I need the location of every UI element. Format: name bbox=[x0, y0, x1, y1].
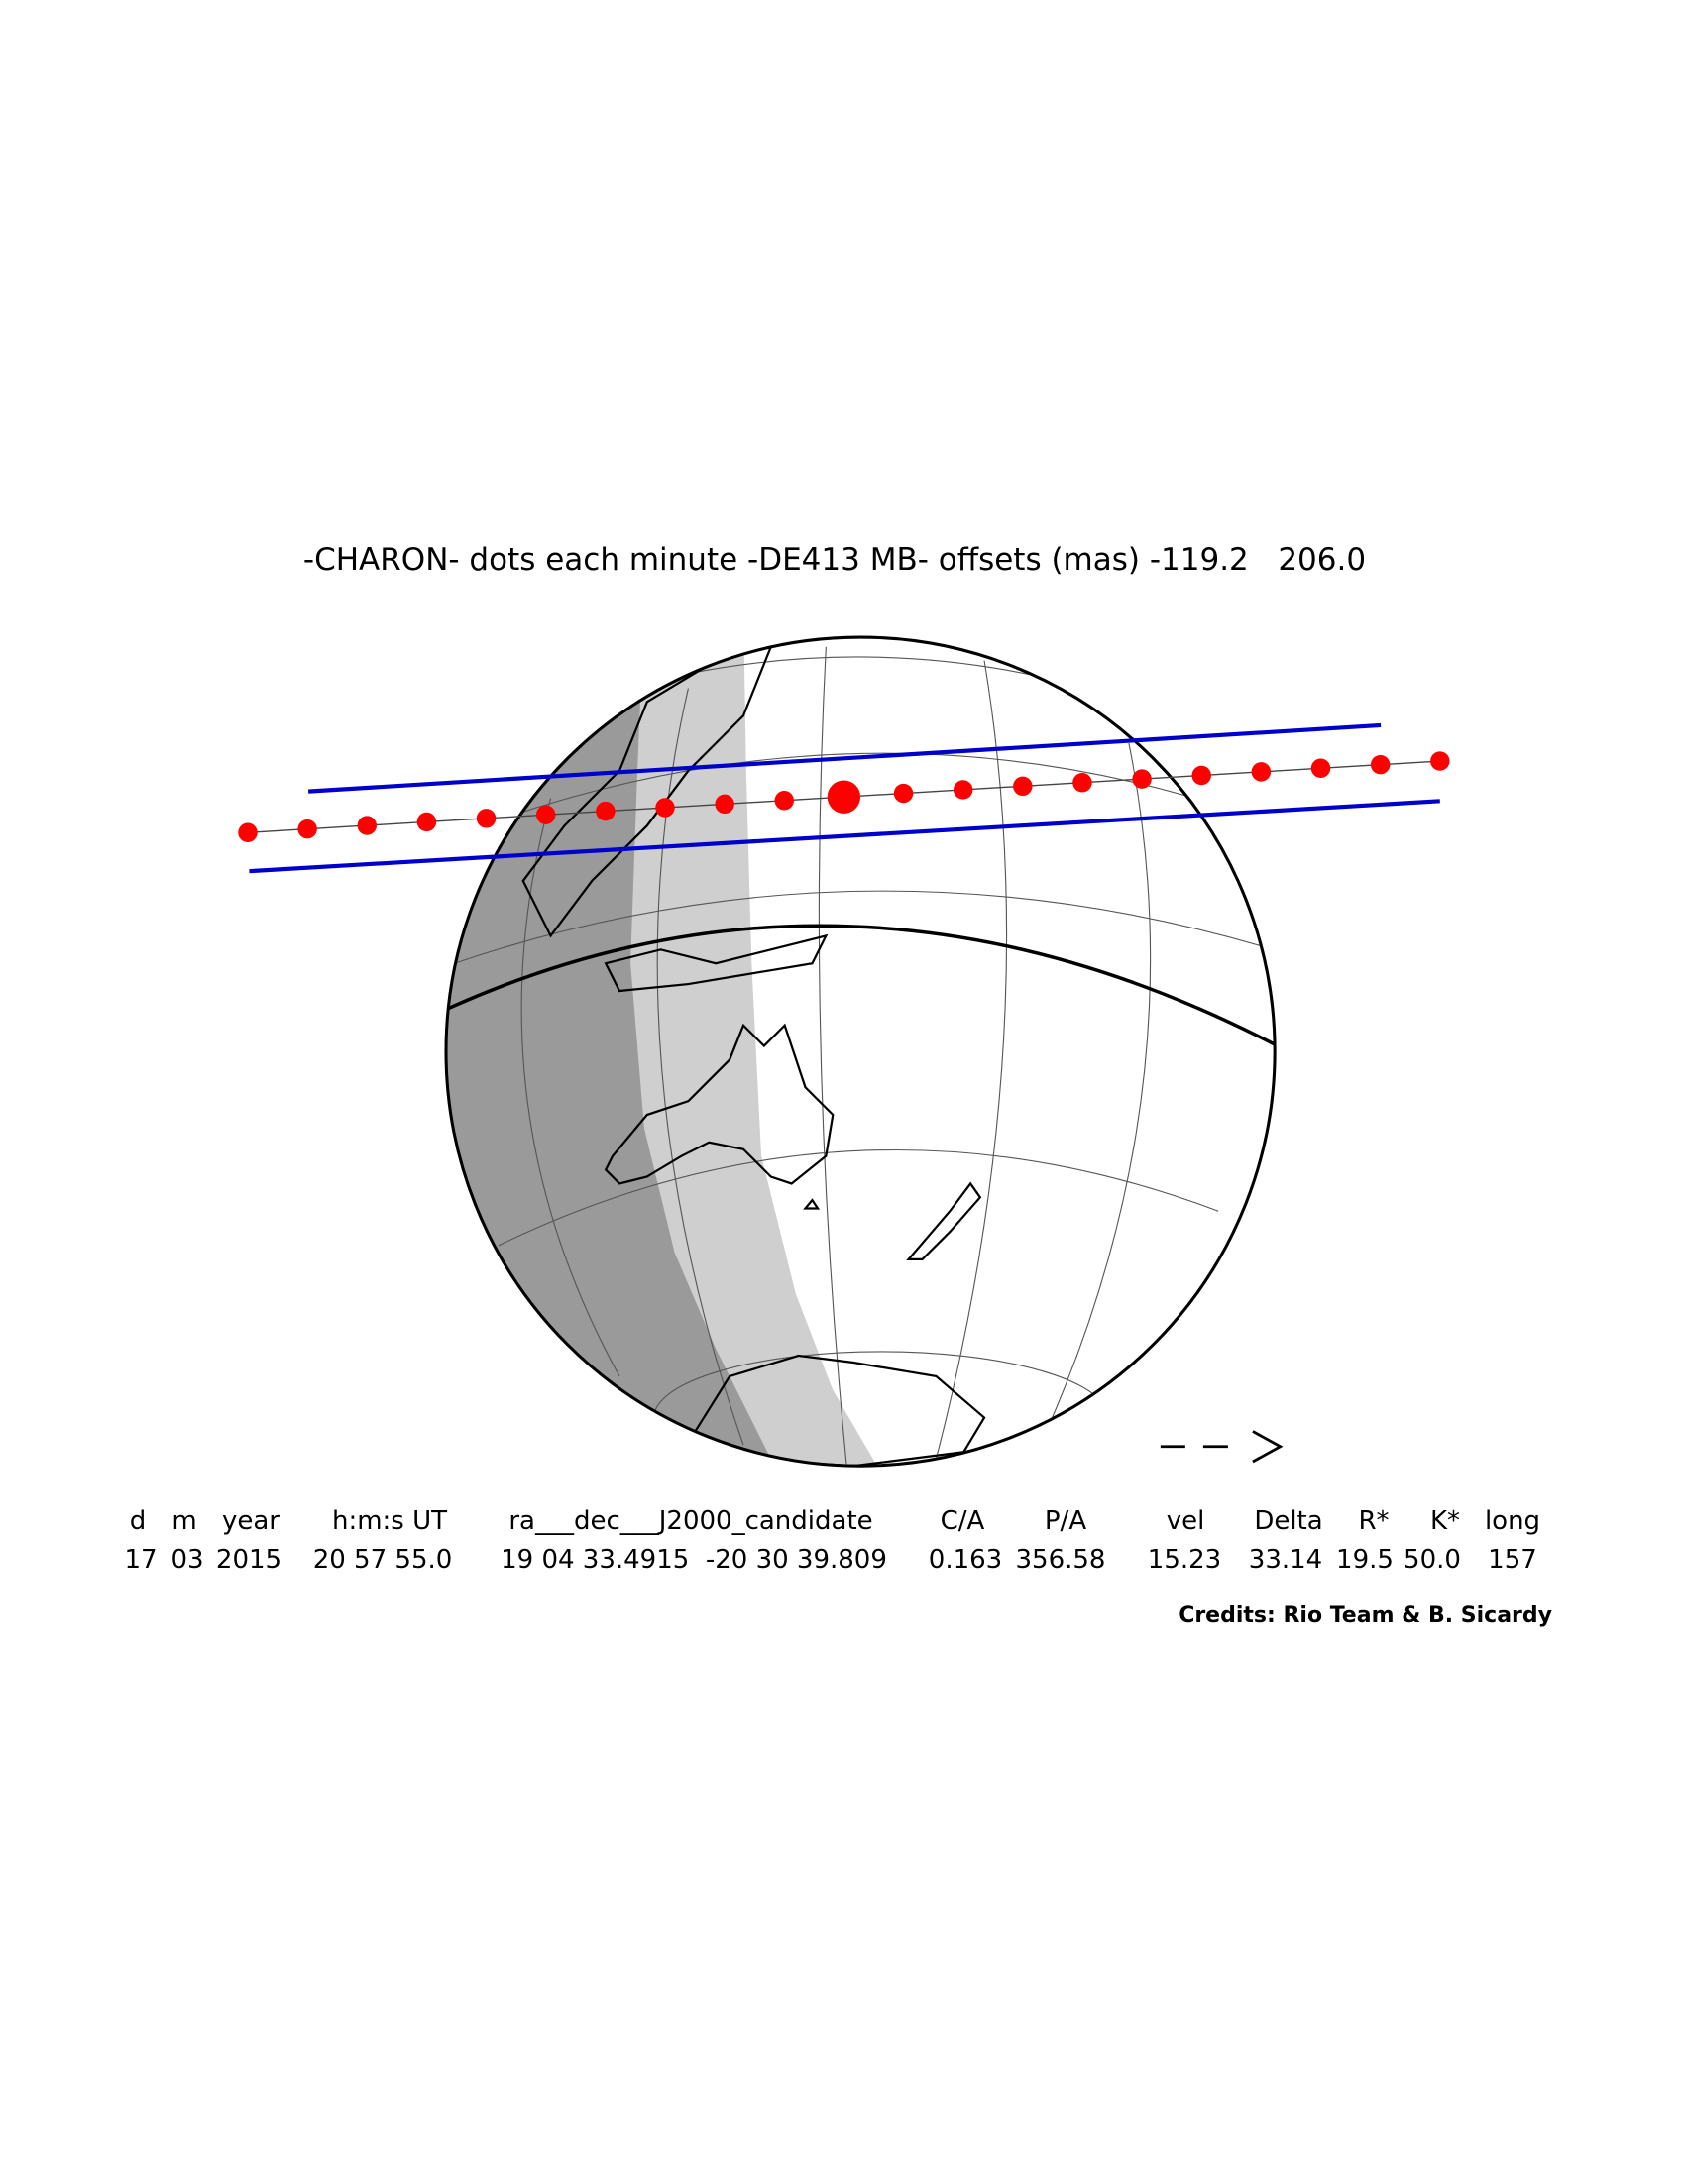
table-value: 33.14 bbox=[1249, 1545, 1322, 1575]
table-header: C/A bbox=[941, 1506, 985, 1536]
table-header: ra___dec___J2000_candidate bbox=[508, 1506, 872, 1536]
table-value: 157 bbox=[1488, 1545, 1537, 1575]
table-value: 0.163 bbox=[929, 1545, 1002, 1575]
path-dot bbox=[774, 791, 794, 811]
table-header: d bbox=[130, 1506, 147, 1536]
path-dot bbox=[297, 819, 317, 839]
path-dot bbox=[1310, 758, 1331, 779]
path-dot bbox=[535, 805, 556, 824]
central-dot bbox=[827, 780, 861, 814]
table-header: R* bbox=[1358, 1506, 1389, 1536]
path-dot bbox=[1072, 773, 1092, 793]
table-header: K* bbox=[1430, 1506, 1460, 1536]
table-header: Delta bbox=[1254, 1506, 1322, 1536]
table-header: long bbox=[1485, 1506, 1540, 1536]
path-dot bbox=[1430, 751, 1450, 771]
path-dot bbox=[476, 809, 497, 828]
path-dot bbox=[1251, 762, 1272, 782]
path-dot bbox=[357, 816, 378, 835]
path-dot bbox=[893, 783, 914, 804]
table-header: vel bbox=[1167, 1506, 1205, 1536]
table-header: m bbox=[171, 1506, 196, 1536]
path-dot bbox=[715, 794, 734, 815]
path-dot bbox=[596, 801, 616, 821]
path-dot bbox=[1132, 769, 1152, 789]
path-dot bbox=[1191, 765, 1211, 786]
table-value: 2015 bbox=[216, 1545, 281, 1575]
table-value: 15.23 bbox=[1148, 1545, 1221, 1575]
table-value: 356.58 bbox=[1016, 1545, 1106, 1575]
path-dot bbox=[655, 798, 675, 818]
path-dot bbox=[1370, 754, 1391, 775]
table-value: 03 bbox=[170, 1545, 203, 1575]
table-value: 19 04 33.4915 -20 30 39.809 bbox=[501, 1545, 887, 1575]
data-table: d m year h:m:s UT ra___dec___J2000_candidate… bbox=[124, 1506, 1540, 1575]
path-dot bbox=[238, 822, 258, 843]
table-value: 20 57 55.0 bbox=[313, 1545, 453, 1575]
table-value: 17 bbox=[124, 1545, 157, 1575]
table-header: P/A bbox=[1045, 1506, 1086, 1536]
globe bbox=[238, 635, 1450, 1468]
path-dot bbox=[1013, 776, 1033, 797]
table-value: 19.5 bbox=[1336, 1545, 1394, 1575]
credits: Credits: Rio Team & B. Sicardy bbox=[1179, 1603, 1552, 1628]
table-header: year bbox=[222, 1506, 280, 1536]
table-header: h:m:s UT bbox=[332, 1506, 447, 1536]
map-title: -CHARON- dots each minute -DE413 MB- off… bbox=[303, 542, 1366, 578]
path-dot bbox=[416, 812, 437, 832]
table-value: 50.0 bbox=[1404, 1545, 1461, 1575]
path-dot bbox=[953, 780, 973, 800]
